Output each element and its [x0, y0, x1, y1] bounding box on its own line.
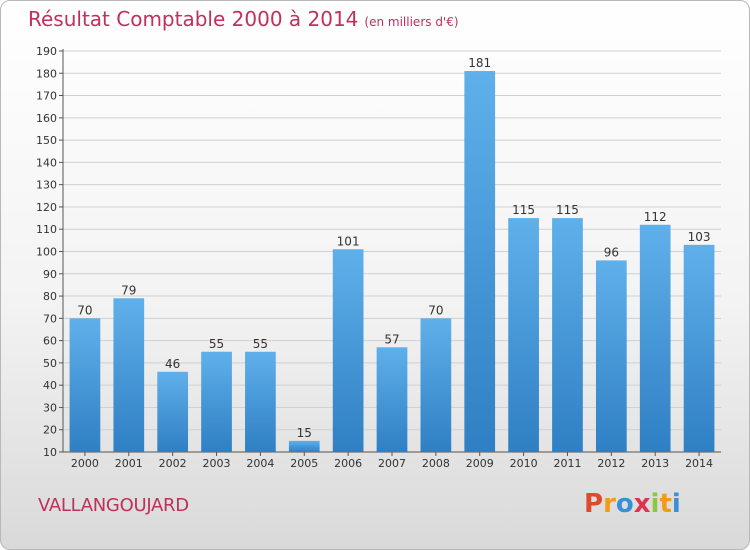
bar — [201, 351, 232, 452]
bar — [683, 244, 715, 452]
bar — [113, 298, 145, 452]
bar — [157, 371, 189, 452]
x-tick-label: 2008 — [422, 457, 450, 470]
data-label: 115 — [556, 203, 579, 217]
y-tick-label: 170 — [36, 90, 57, 103]
logo-letter: t — [659, 489, 672, 519]
y-tick-label: 70 — [43, 312, 57, 325]
data-label: 70 — [77, 303, 92, 317]
proxiti-logo: Proxiti — [584, 489, 681, 519]
y-tick-label: 10 — [43, 446, 57, 459]
logo-letter: o — [615, 489, 634, 519]
bar — [332, 249, 364, 452]
data-label: 96 — [604, 245, 619, 259]
y-tick-label: 180 — [36, 67, 57, 80]
bar — [288, 440, 320, 452]
chart-title-text: Résultat Comptable 2000 à 2014 — [28, 7, 359, 31]
data-label: 55 — [253, 337, 268, 351]
chart-unit: (en milliers d'€) — [364, 15, 459, 29]
logo-letter: P — [584, 489, 604, 519]
data-label: 112 — [644, 210, 667, 224]
x-tick-label: 2011 — [553, 457, 581, 470]
y-tick-label: 100 — [36, 246, 57, 259]
x-tick-label: 2001 — [115, 457, 143, 470]
data-label: 57 — [384, 332, 399, 346]
bar — [69, 318, 101, 452]
bar — [595, 260, 627, 452]
data-label: 181 — [468, 56, 491, 70]
bar — [245, 351, 276, 452]
data-label: 101 — [337, 234, 360, 248]
x-tick-label: 2000 — [71, 457, 99, 470]
x-tick-label: 2004 — [246, 457, 274, 470]
y-tick-label: 30 — [43, 401, 57, 414]
bar — [508, 218, 539, 452]
city-name: VALLANGOUJARD — [38, 495, 189, 516]
y-tick-label: 140 — [36, 156, 57, 169]
x-tick-label: 2009 — [466, 457, 494, 470]
x-tick-label: 2003 — [203, 457, 231, 470]
x-tick-label: 2006 — [334, 457, 362, 470]
data-label: 46 — [165, 357, 180, 371]
x-tick-label: 2010 — [510, 457, 538, 470]
data-label: 115 — [512, 203, 535, 217]
y-tick-label: 50 — [43, 357, 57, 370]
bar — [376, 347, 408, 452]
y-tick-label: 40 — [43, 379, 57, 392]
data-label: 103 — [688, 230, 711, 244]
data-label: 15 — [297, 426, 312, 440]
x-tick-label: 2013 — [641, 457, 669, 470]
data-label: 79 — [121, 283, 136, 297]
bar — [639, 224, 671, 452]
y-tick-label: 130 — [36, 179, 57, 192]
logo-letter: x — [633, 489, 651, 519]
y-tick-label: 190 — [36, 45, 57, 58]
x-tick-label: 2012 — [597, 457, 625, 470]
logo-letter: i — [671, 489, 681, 519]
x-tick-label: 2002 — [159, 457, 187, 470]
y-tick-label: 80 — [43, 290, 57, 303]
bar — [552, 218, 583, 452]
chart-title: Résultat Comptable 2000 à 2014 (en millie… — [28, 7, 459, 31]
y-tick-label: 110 — [36, 223, 57, 236]
x-tick-label: 2007 — [378, 457, 406, 470]
y-tick-label: 120 — [36, 201, 57, 214]
y-tick-label: 90 — [43, 268, 57, 281]
y-tick-label: 160 — [36, 112, 57, 125]
logo-letter: i — [650, 489, 660, 519]
data-label: 55 — [209, 337, 224, 351]
y-tick-label: 20 — [43, 424, 57, 437]
logo-letter: r — [603, 489, 616, 519]
y-tick-label: 150 — [36, 134, 57, 147]
y-tick-label: 60 — [43, 335, 57, 348]
data-label: 70 — [428, 303, 443, 317]
bar — [420, 318, 452, 452]
bar — [464, 71, 496, 453]
x-tick-label: 2014 — [685, 457, 713, 470]
x-tick-label: 2005 — [290, 457, 318, 470]
